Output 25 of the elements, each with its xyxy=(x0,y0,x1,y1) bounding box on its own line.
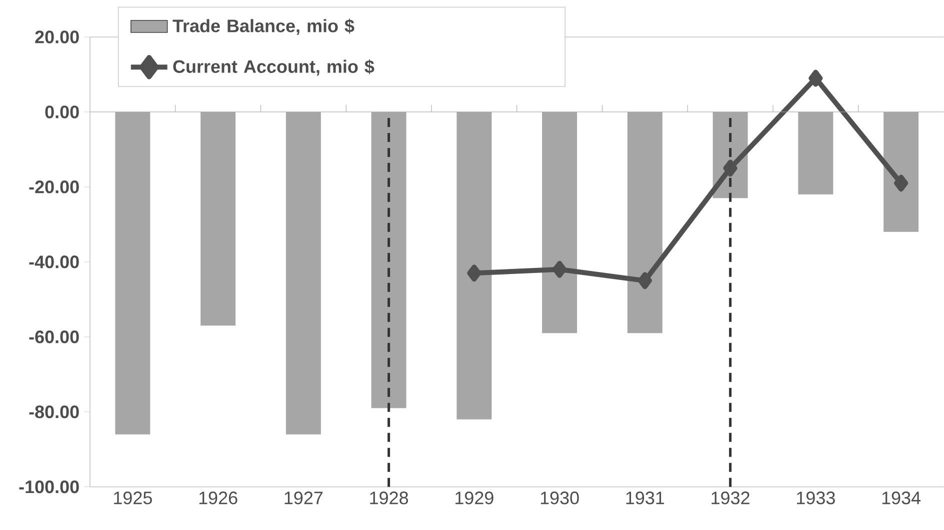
x-tick-label: 1926 xyxy=(199,492,238,504)
point xyxy=(808,70,823,87)
x-tick-label: 1934 xyxy=(882,492,921,504)
point xyxy=(894,174,908,192)
point xyxy=(638,272,652,290)
y-tick-label: -20.00 xyxy=(29,180,79,194)
x-tick-label: 1932 xyxy=(712,492,750,504)
point xyxy=(552,260,567,278)
y-tick-label: -60.00 xyxy=(29,330,79,344)
y-tick-label: -40.00 xyxy=(29,256,79,268)
x-tick-label: 1928 xyxy=(370,492,408,504)
x-tick-label: 1925 xyxy=(114,492,152,504)
x-tick-label: 1933 xyxy=(797,492,835,504)
y-tick-label: 0.00 xyxy=(45,106,79,118)
x-tick-label: 1930 xyxy=(540,492,579,504)
x-tick-label: 1927 xyxy=(284,492,323,504)
y-tick-label: 20.00 xyxy=(35,30,79,44)
point xyxy=(467,264,482,282)
point xyxy=(723,160,738,177)
y-tick-label: -100.00 xyxy=(19,480,79,494)
legend-label: Current Account, mio $ xyxy=(173,60,374,76)
y-tick-label: -80.00 xyxy=(29,406,79,418)
x-tick-label: 1931 xyxy=(626,492,664,504)
x-tick-label: 1929 xyxy=(456,492,494,504)
legend-label: Trade Balance, mio $ xyxy=(172,18,354,35)
